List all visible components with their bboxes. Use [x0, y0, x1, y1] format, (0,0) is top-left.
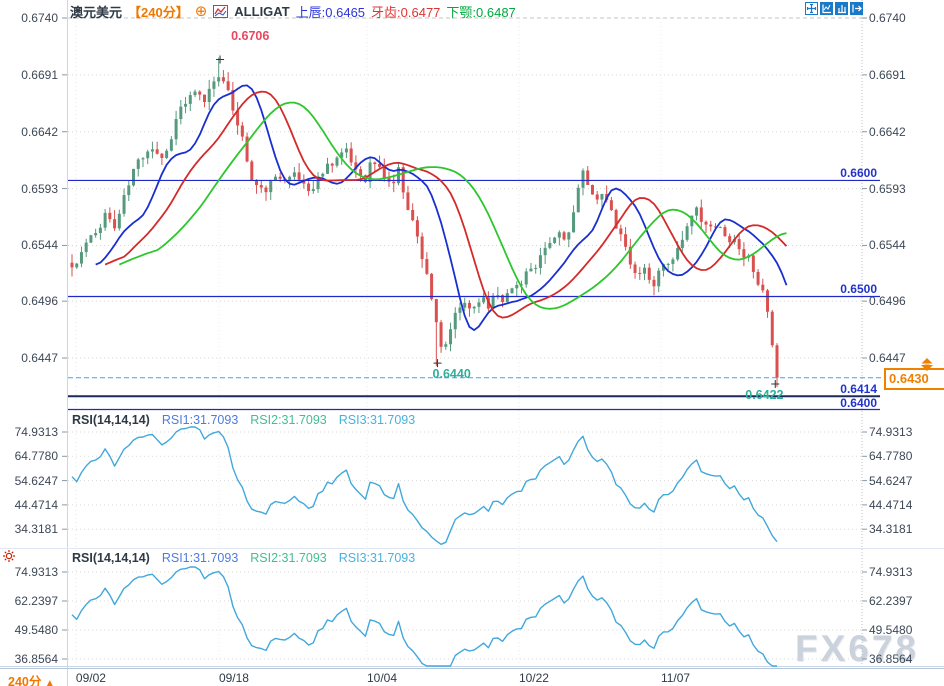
rsi-y-axis-label: 49.5480 [14, 623, 58, 637]
alligator-lips-value: 上唇:0.6465 [295, 5, 366, 20]
date-label: 10/22 [518, 671, 549, 685]
main-y-axis-label: 0.6642 [21, 124, 58, 139]
chart-header: 澳元美元 【240分】 ⊕ ALLIGAT 上唇:0.6465 牙齿:0.647… [70, 2, 516, 21]
rsi-y-axis-label: 36.8564 [14, 652, 58, 666]
price-annotation: 0.6440 [432, 367, 471, 382]
rsi-y-axis-label-right: 54.6247 [869, 473, 913, 488]
rsi-panel1-header: RSI(14,14,14) RSI1:31.7093 RSI2:31.7093 … [72, 413, 415, 427]
timeframe-selector[interactable]: 240分 ▲ [8, 671, 55, 686]
rsi1-label: RSI(14,14,14) [72, 413, 150, 427]
rsi1-value1: RSI1:31.7093 [161, 413, 239, 427]
date-label: 09/02 [75, 671, 106, 685]
level-price-label: 0.6400 [840, 395, 877, 410]
main-y-axis-label-right: 0.6447 [869, 351, 906, 365]
main-y-axis-label: 0.6740 [21, 11, 58, 25]
rsi-y-axis-label-right: 34.3181 [869, 522, 913, 537]
current-price-box: 0.6430 [884, 367, 944, 390]
main-y-axis-label-right: 0.6642 [869, 124, 906, 139]
rsi-y-axis-label: 54.6247 [14, 473, 58, 488]
level-price-label: 0.6600 [840, 166, 877, 181]
main-y-axis-label-right: 0.6593 [869, 181, 906, 196]
main-y-axis-label: 0.6496 [21, 294, 58, 309]
rsi-y-axis-label-right: 49.5480 [869, 623, 913, 637]
level-price-label: 0.6414 [840, 382, 877, 397]
circle-plus-icon[interactable]: ⊕ [194, 3, 208, 20]
main-y-axis-label: 0.6593 [21, 181, 58, 196]
main-y-axis-label: 0.6447 [21, 351, 58, 365]
price-annotation: 0.6422 [745, 388, 784, 402]
indicator-settings-icon[interactable] [2, 549, 16, 563]
main-y-axis-label: 0.6544 [21, 238, 58, 253]
chevron-up-icon: ▲ [44, 678, 55, 686]
main-y-axis-label-right: 0.6740 [869, 11, 906, 25]
rsi1-value2: RSI2:31.7093 [250, 413, 327, 427]
rsi2-value3: RSI3:31.7093 [338, 551, 416, 565]
axis-scale-icon[interactable] [820, 2, 833, 15]
rsi-y-axis-label-right: 74.9313 [869, 425, 913, 439]
alligator-teeth-value: 牙齿:0.6477 [371, 5, 441, 20]
symbol-name: 澳元美元 [70, 5, 123, 20]
indicator-chart-icon[interactable] [213, 5, 229, 18]
price-annotation: 0.6706 [231, 29, 270, 44]
main-y-axis-label: 0.6691 [21, 67, 58, 82]
level-price-label: 0.6500 [840, 282, 877, 297]
date-label: 10/04 [366, 671, 397, 685]
rsi2-value2: RSI2:31.7093 [250, 551, 327, 565]
period-label: 【240分】 [128, 5, 189, 20]
detach-window-icon[interactable] [850, 2, 863, 15]
rsi2-label: RSI(14,14,14) [72, 551, 150, 565]
date-label: 11/07 [660, 671, 691, 685]
alligator-jaw-value: 下颚:0.6487 [446, 5, 516, 20]
rsi-panel2-header: RSI(14,14,14) RSI1:31.7093 RSI2:31.7093 … [72, 551, 415, 565]
time-axis-bar: 240分 ▲ 09/02 09/18 10/04 10/22 11/07 [0, 668, 944, 686]
crosshair-icon[interactable] [805, 2, 818, 15]
chart-toolbar [805, 2, 863, 15]
rsi-y-axis-label-right: 62.2397 [869, 594, 913, 608]
rsi-y-axis-label-right: 44.4714 [869, 497, 913, 512]
rsi-y-axis-label-right: 36.8564 [869, 652, 913, 666]
price-up-arrow-icon [919, 357, 935, 376]
watermark: FX678 [795, 628, 920, 669]
indicator-name: ALLIGAT [234, 4, 290, 19]
rsi-y-axis-label: 74.9313 [14, 565, 58, 579]
rsi1-value3: RSI3:31.7093 [338, 413, 416, 427]
rsi-y-axis-label-right: 74.9313 [869, 565, 913, 579]
rsi-y-axis-label: 74.9313 [14, 425, 58, 439]
main-y-axis-label-right: 0.6691 [869, 67, 906, 82]
rsi-y-axis-label: 44.4714 [14, 497, 58, 512]
main-y-axis-label-right: 0.6496 [869, 294, 906, 309]
current-price-value: 0.6430 [889, 370, 929, 386]
rsi-y-axis-label: 64.7780 [14, 449, 58, 464]
date-label: 09/18 [218, 671, 249, 685]
rsi-y-axis-label: 62.2397 [14, 594, 58, 608]
bottom-bar-divider [67, 669, 68, 686]
rsi2-value1: RSI1:31.7093 [161, 551, 239, 565]
rsi-y-axis-label-right: 64.7780 [869, 449, 913, 464]
bar-scale-icon[interactable] [835, 2, 848, 15]
main-y-axis-label-right: 0.6544 [869, 238, 906, 253]
rsi-y-axis-label: 34.3181 [14, 522, 58, 537]
